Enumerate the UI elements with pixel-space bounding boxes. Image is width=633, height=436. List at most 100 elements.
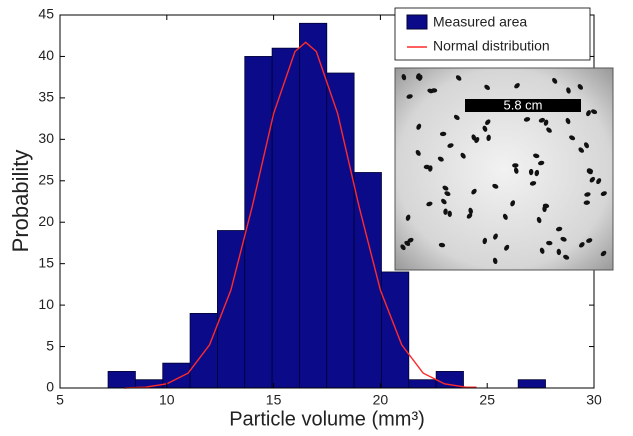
seed bbox=[443, 208, 448, 215]
seed bbox=[537, 160, 545, 166]
seed bbox=[583, 142, 589, 149]
seed bbox=[502, 213, 508, 220]
seed bbox=[492, 183, 499, 189]
seed bbox=[486, 134, 491, 142]
seed bbox=[471, 134, 477, 141]
seed bbox=[556, 248, 562, 256]
bar bbox=[517, 379, 546, 389]
seed bbox=[482, 237, 488, 245]
y-tick-label: 30 bbox=[38, 130, 54, 146]
seed bbox=[426, 201, 433, 207]
seed bbox=[528, 168, 534, 176]
legend-swatch bbox=[406, 14, 428, 30]
scale-bar-label: 5.8 cm bbox=[503, 97, 542, 112]
seed bbox=[534, 169, 540, 177]
seed bbox=[533, 153, 540, 159]
bar bbox=[381, 271, 410, 389]
seed bbox=[447, 143, 454, 148]
x-tick-label: 10 bbox=[159, 392, 175, 408]
seed bbox=[471, 188, 477, 195]
seed bbox=[439, 131, 447, 137]
seed bbox=[600, 250, 607, 257]
y-tick-label: 35 bbox=[38, 89, 54, 105]
y-tick-label: 5 bbox=[46, 337, 54, 353]
scale-bar bbox=[465, 99, 581, 112]
seed bbox=[484, 84, 490, 91]
seed bbox=[406, 94, 413, 99]
seed bbox=[407, 237, 414, 243]
curve bbox=[124, 41, 477, 389]
y-tick-label: 0 bbox=[46, 379, 54, 395]
x-tick-label: 30 bbox=[586, 392, 602, 408]
y-tick-label: 15 bbox=[38, 254, 54, 270]
seed bbox=[492, 257, 498, 265]
seed bbox=[584, 192, 591, 197]
seed bbox=[447, 210, 452, 218]
seed bbox=[538, 117, 545, 123]
y-axis-label: Probability bbox=[8, 150, 33, 253]
seed bbox=[444, 191, 451, 197]
seed bbox=[523, 117, 531, 122]
y-tick-label: 45 bbox=[38, 6, 54, 22]
seed bbox=[539, 247, 545, 254]
seed bbox=[546, 127, 552, 133]
seed bbox=[579, 242, 585, 248]
seed bbox=[552, 77, 558, 84]
seed bbox=[578, 147, 585, 153]
seed bbox=[427, 88, 434, 94]
seed bbox=[600, 191, 607, 197]
seed bbox=[566, 87, 571, 94]
x-tick-label: 15 bbox=[266, 392, 282, 408]
seed bbox=[493, 233, 498, 240]
seed bbox=[401, 74, 407, 81]
seed bbox=[442, 185, 449, 191]
seed bbox=[504, 244, 510, 251]
seed bbox=[468, 207, 473, 215]
seed bbox=[512, 163, 519, 168]
seed bbox=[514, 83, 520, 89]
seed bbox=[441, 198, 447, 205]
seed bbox=[583, 200, 591, 205]
y-tick-label: 20 bbox=[38, 213, 54, 229]
legend-label: Measured area bbox=[433, 14, 527, 30]
bar bbox=[326, 72, 355, 389]
seed bbox=[415, 149, 421, 156]
bar bbox=[107, 371, 136, 389]
seed bbox=[586, 110, 591, 117]
seed bbox=[428, 165, 433, 172]
seed bbox=[565, 117, 571, 125]
bar bbox=[189, 312, 218, 389]
seed bbox=[529, 181, 537, 186]
seed bbox=[437, 156, 444, 162]
seed bbox=[542, 205, 547, 213]
x-axis-label: Particle volume (mm³) bbox=[229, 408, 425, 430]
bar bbox=[408, 379, 437, 389]
y-tick-label: 25 bbox=[38, 171, 54, 187]
legend-label: Normal distribution bbox=[433, 38, 550, 54]
seed bbox=[453, 114, 460, 121]
seed bbox=[596, 178, 602, 185]
seed bbox=[586, 168, 594, 173]
seed bbox=[589, 176, 596, 183]
bar bbox=[299, 22, 328, 389]
bar bbox=[271, 47, 300, 389]
x-tick-label: 20 bbox=[373, 392, 389, 408]
seed bbox=[555, 226, 563, 232]
seed bbox=[543, 119, 549, 126]
y-tick-label: 40 bbox=[38, 47, 54, 63]
y-tick-label: 10 bbox=[38, 296, 54, 312]
x-tick-label: 5 bbox=[56, 392, 64, 408]
seed bbox=[586, 238, 593, 243]
seed bbox=[400, 244, 406, 251]
seed bbox=[455, 75, 462, 81]
seed bbox=[460, 152, 466, 159]
seed bbox=[482, 125, 488, 132]
seed bbox=[560, 236, 567, 242]
seed bbox=[466, 213, 473, 219]
seed bbox=[577, 84, 584, 90]
seed bbox=[569, 135, 576, 141]
seed bbox=[438, 242, 446, 248]
seed bbox=[417, 74, 423, 81]
seed bbox=[513, 167, 519, 174]
